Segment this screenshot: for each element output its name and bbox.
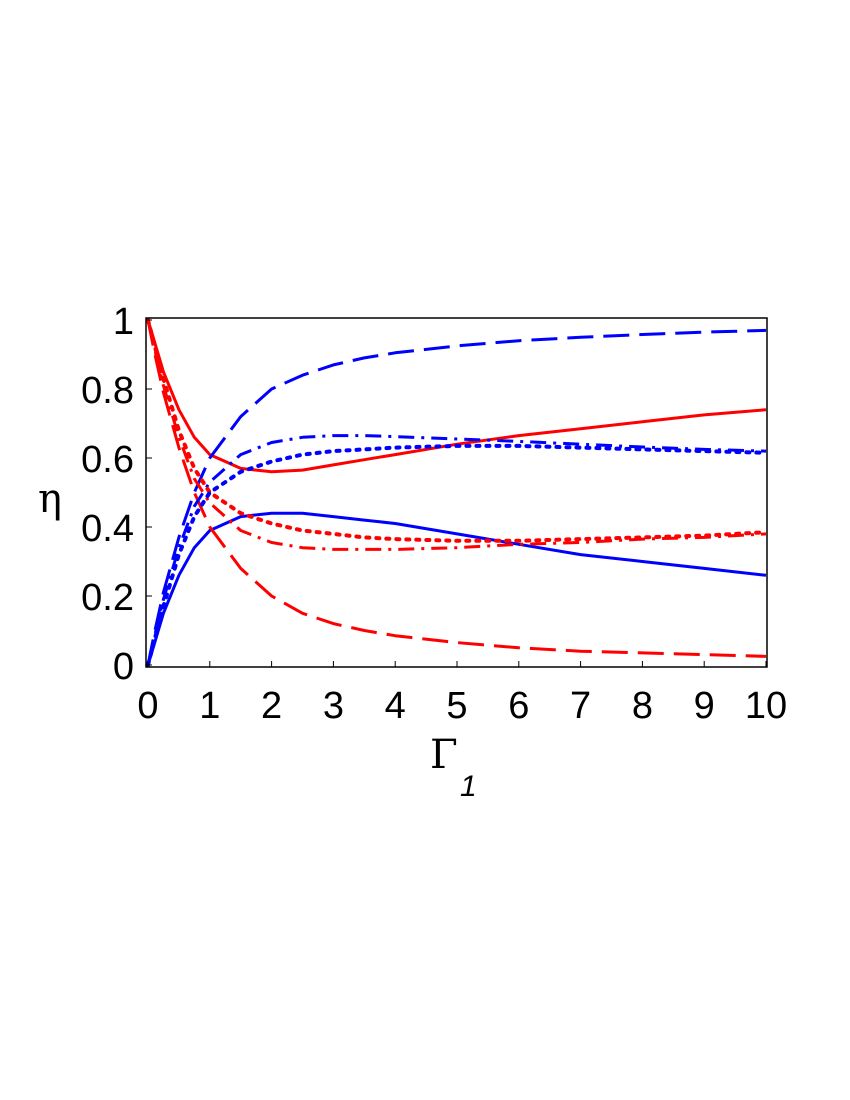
x-tick-label: 6: [508, 685, 529, 727]
series-line-4: [146, 328, 767, 666]
x-axis-label: Γ: [430, 732, 458, 778]
series-line-8: [146, 443, 768, 667]
y-tick-label: 0.4: [81, 508, 134, 550]
series-line-2: [146, 511, 767, 666]
series-line-7: [146, 318, 768, 543]
y-tick-label: 0.8: [81, 370, 134, 412]
series-line-3: [146, 319, 767, 658]
x-tick-label: 9: [694, 685, 715, 727]
series-layer: [146, 318, 768, 667]
y-tick-label: 0.2: [81, 577, 134, 619]
x-tick-label: 7: [570, 685, 591, 727]
x-tick-label: 4: [385, 685, 406, 727]
x-tick-label: 5: [446, 685, 467, 727]
x-tick-label: 3: [323, 685, 344, 727]
x-tick-label: 2: [261, 685, 282, 727]
y-axis-label: η: [38, 476, 62, 522]
y-tick-label: 0: [113, 646, 134, 688]
x-axis-label-subscript: 1: [460, 770, 477, 803]
x-tick-label: 10: [745, 685, 787, 727]
x-tick-label: 1: [199, 685, 220, 727]
x-tick-label: 0: [137, 685, 158, 727]
series-line-1: [146, 319, 767, 474]
x-tick-label: 8: [632, 685, 653, 727]
plot-frame: [145, 317, 768, 668]
y-tick-label: 0.6: [81, 439, 134, 481]
y-tick-label: 1: [113, 301, 134, 343]
